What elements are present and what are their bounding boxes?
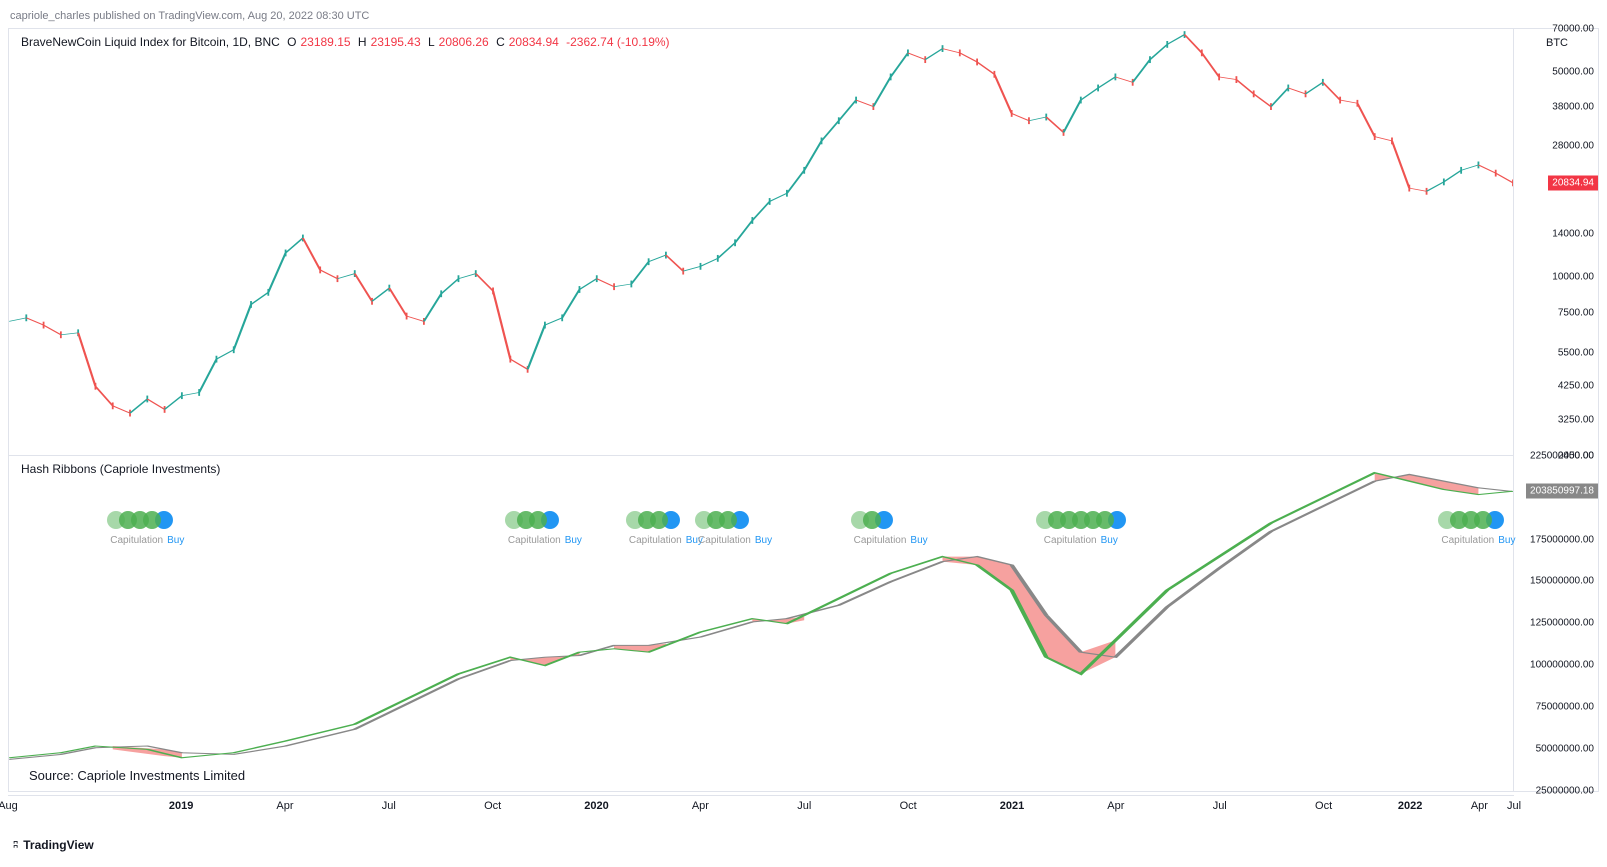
signal-dot-green-icon bbox=[1474, 511, 1492, 529]
signal-dot-green-icon bbox=[1096, 511, 1114, 529]
indicator-title: Hash Ribbons (Capriole Investments) bbox=[21, 462, 220, 476]
y-tick-label: 50000.00 bbox=[1552, 66, 1594, 77]
x-tick-label: Apr bbox=[1107, 800, 1124, 812]
x-tick-label: Oct bbox=[1315, 800, 1332, 812]
signal-marker: CapitulationBuy bbox=[854, 511, 928, 546]
ohlc-o-val: 23189.15 bbox=[300, 35, 350, 49]
x-tick-label: Jul bbox=[1507, 800, 1521, 812]
y-tick-label: 150000000.00 bbox=[1530, 576, 1594, 587]
y-tick-label: 3250.00 bbox=[1558, 414, 1594, 425]
x-tick-label: Oct bbox=[484, 800, 501, 812]
y-tick-label: 125000000.00 bbox=[1530, 618, 1594, 629]
y-tick-label: 70000.00 bbox=[1552, 24, 1594, 35]
y-tick-label: 25000000.00 bbox=[1536, 785, 1594, 796]
x-tick-label: Jul bbox=[1213, 800, 1227, 812]
source-note: Source: Capriole Investments Limited bbox=[29, 768, 245, 783]
y-tick-label: 4250.00 bbox=[1558, 380, 1594, 391]
x-tick-label: 2020 bbox=[584, 800, 608, 812]
signal-marker: CapitulationBuy bbox=[698, 511, 772, 546]
ohlc-o-label: O bbox=[287, 35, 296, 49]
signal-marker: CapitulationBuy bbox=[110, 511, 184, 546]
signal-label: CapitulationBuy bbox=[508, 535, 582, 546]
signal-label: CapitulationBuy bbox=[1039, 535, 1123, 546]
x-tick-label: Apr bbox=[276, 800, 293, 812]
chart-container: BraveNewCoin Liquid Index for Bitcoin, 1… bbox=[8, 28, 1599, 792]
x-tick-label: Jul bbox=[797, 800, 811, 812]
x-tick-label: Apr bbox=[692, 800, 709, 812]
x-tick-label: Jul bbox=[382, 800, 396, 812]
ohlc-c-val: 20834.94 bbox=[509, 35, 559, 49]
x-tick-label: Oct bbox=[900, 800, 917, 812]
ohlc-l-label: L bbox=[428, 35, 435, 49]
hash-ribbon-svg bbox=[9, 456, 1513, 791]
signal-dot-green-icon bbox=[863, 511, 881, 529]
x-tick-label: 2019 bbox=[169, 800, 193, 812]
currency-label: BTC bbox=[1546, 37, 1568, 49]
price-badge: 20834.94 bbox=[1548, 176, 1598, 191]
signal-marker: CapitulationBuy bbox=[1039, 511, 1123, 546]
ohlc-c-label: C bbox=[496, 35, 505, 49]
ohlc-change: -2362.74 (-10.19%) bbox=[566, 35, 669, 49]
y-axis-hash[interactable]: 225000000.00204057788.03203850997.181750… bbox=[1513, 456, 1598, 791]
signal-label: CapitulationBuy bbox=[854, 535, 928, 546]
signal-dot-green-icon bbox=[143, 511, 161, 529]
tv-icon: ʭ bbox=[12, 838, 19, 852]
price-chart-panel[interactable]: BraveNewCoin Liquid Index for Bitcoin, 1… bbox=[9, 29, 1513, 456]
y-axis-price[interactable]: BTC 70000.0050000.0038000.0028000.002083… bbox=[1513, 29, 1598, 456]
x-tick-label: 2021 bbox=[1000, 800, 1024, 812]
y-tick-label: 10000.00 bbox=[1552, 271, 1594, 282]
y-tick-label: 28000.00 bbox=[1552, 140, 1594, 151]
ohlc-l-val: 20806.26 bbox=[439, 35, 489, 49]
y-tick-label: 50000000.00 bbox=[1536, 744, 1594, 755]
ohlc-h-val: 23195.43 bbox=[371, 35, 421, 49]
y-tick-label: 75000000.00 bbox=[1536, 702, 1594, 713]
signal-label: CapitulationBuy bbox=[1441, 535, 1515, 546]
y-tick-label: 38000.00 bbox=[1552, 101, 1594, 112]
publish-note: capriole_charles published on TradingVie… bbox=[10, 10, 369, 22]
signal-marker: CapitulationBuy bbox=[629, 511, 703, 546]
signal-marker: CapitulationBuy bbox=[508, 511, 582, 546]
signal-dot-green-icon bbox=[529, 511, 547, 529]
signal-label: CapitulationBuy bbox=[629, 535, 703, 546]
y-tick-label: 225000000.00 bbox=[1530, 450, 1594, 461]
ohlc-h-label: H bbox=[358, 35, 367, 49]
price-chart-svg bbox=[9, 29, 1513, 455]
y-tick-label: 175000000.00 bbox=[1530, 534, 1594, 545]
x-tick-label: Apr bbox=[1471, 800, 1488, 812]
signal-dot-green-icon bbox=[650, 511, 668, 529]
signal-label: CapitulationBuy bbox=[698, 535, 772, 546]
tradingview-logo: ʭ TradingView bbox=[12, 838, 94, 852]
hash-ribbon-panel[interactable]: Hash Ribbons (Capriole Investments) Capi… bbox=[9, 456, 1513, 791]
indicator-badge: 203850997.18 bbox=[1526, 484, 1598, 499]
x-axis-time[interactable]: Aug2019AprJulOct2020AprJulOct2021AprJulO… bbox=[8, 795, 1514, 819]
signal-label: CapitulationBuy bbox=[110, 535, 184, 546]
tv-text: TradingView bbox=[23, 838, 93, 852]
chart-info-bar: BraveNewCoin Liquid Index for Bitcoin, 1… bbox=[21, 35, 674, 49]
signal-dot-green-icon bbox=[719, 511, 737, 529]
y-tick-label: 100000000.00 bbox=[1530, 660, 1594, 671]
signal-marker: CapitulationBuy bbox=[1441, 511, 1515, 546]
y-tick-label: 7500.00 bbox=[1558, 308, 1594, 319]
y-tick-label: 14000.00 bbox=[1552, 228, 1594, 239]
x-tick-label: 2022 bbox=[1398, 800, 1422, 812]
chart-title: BraveNewCoin Liquid Index for Bitcoin, 1… bbox=[21, 35, 280, 49]
x-tick-label: Aug bbox=[0, 800, 18, 812]
y-tick-label: 5500.00 bbox=[1558, 347, 1594, 358]
